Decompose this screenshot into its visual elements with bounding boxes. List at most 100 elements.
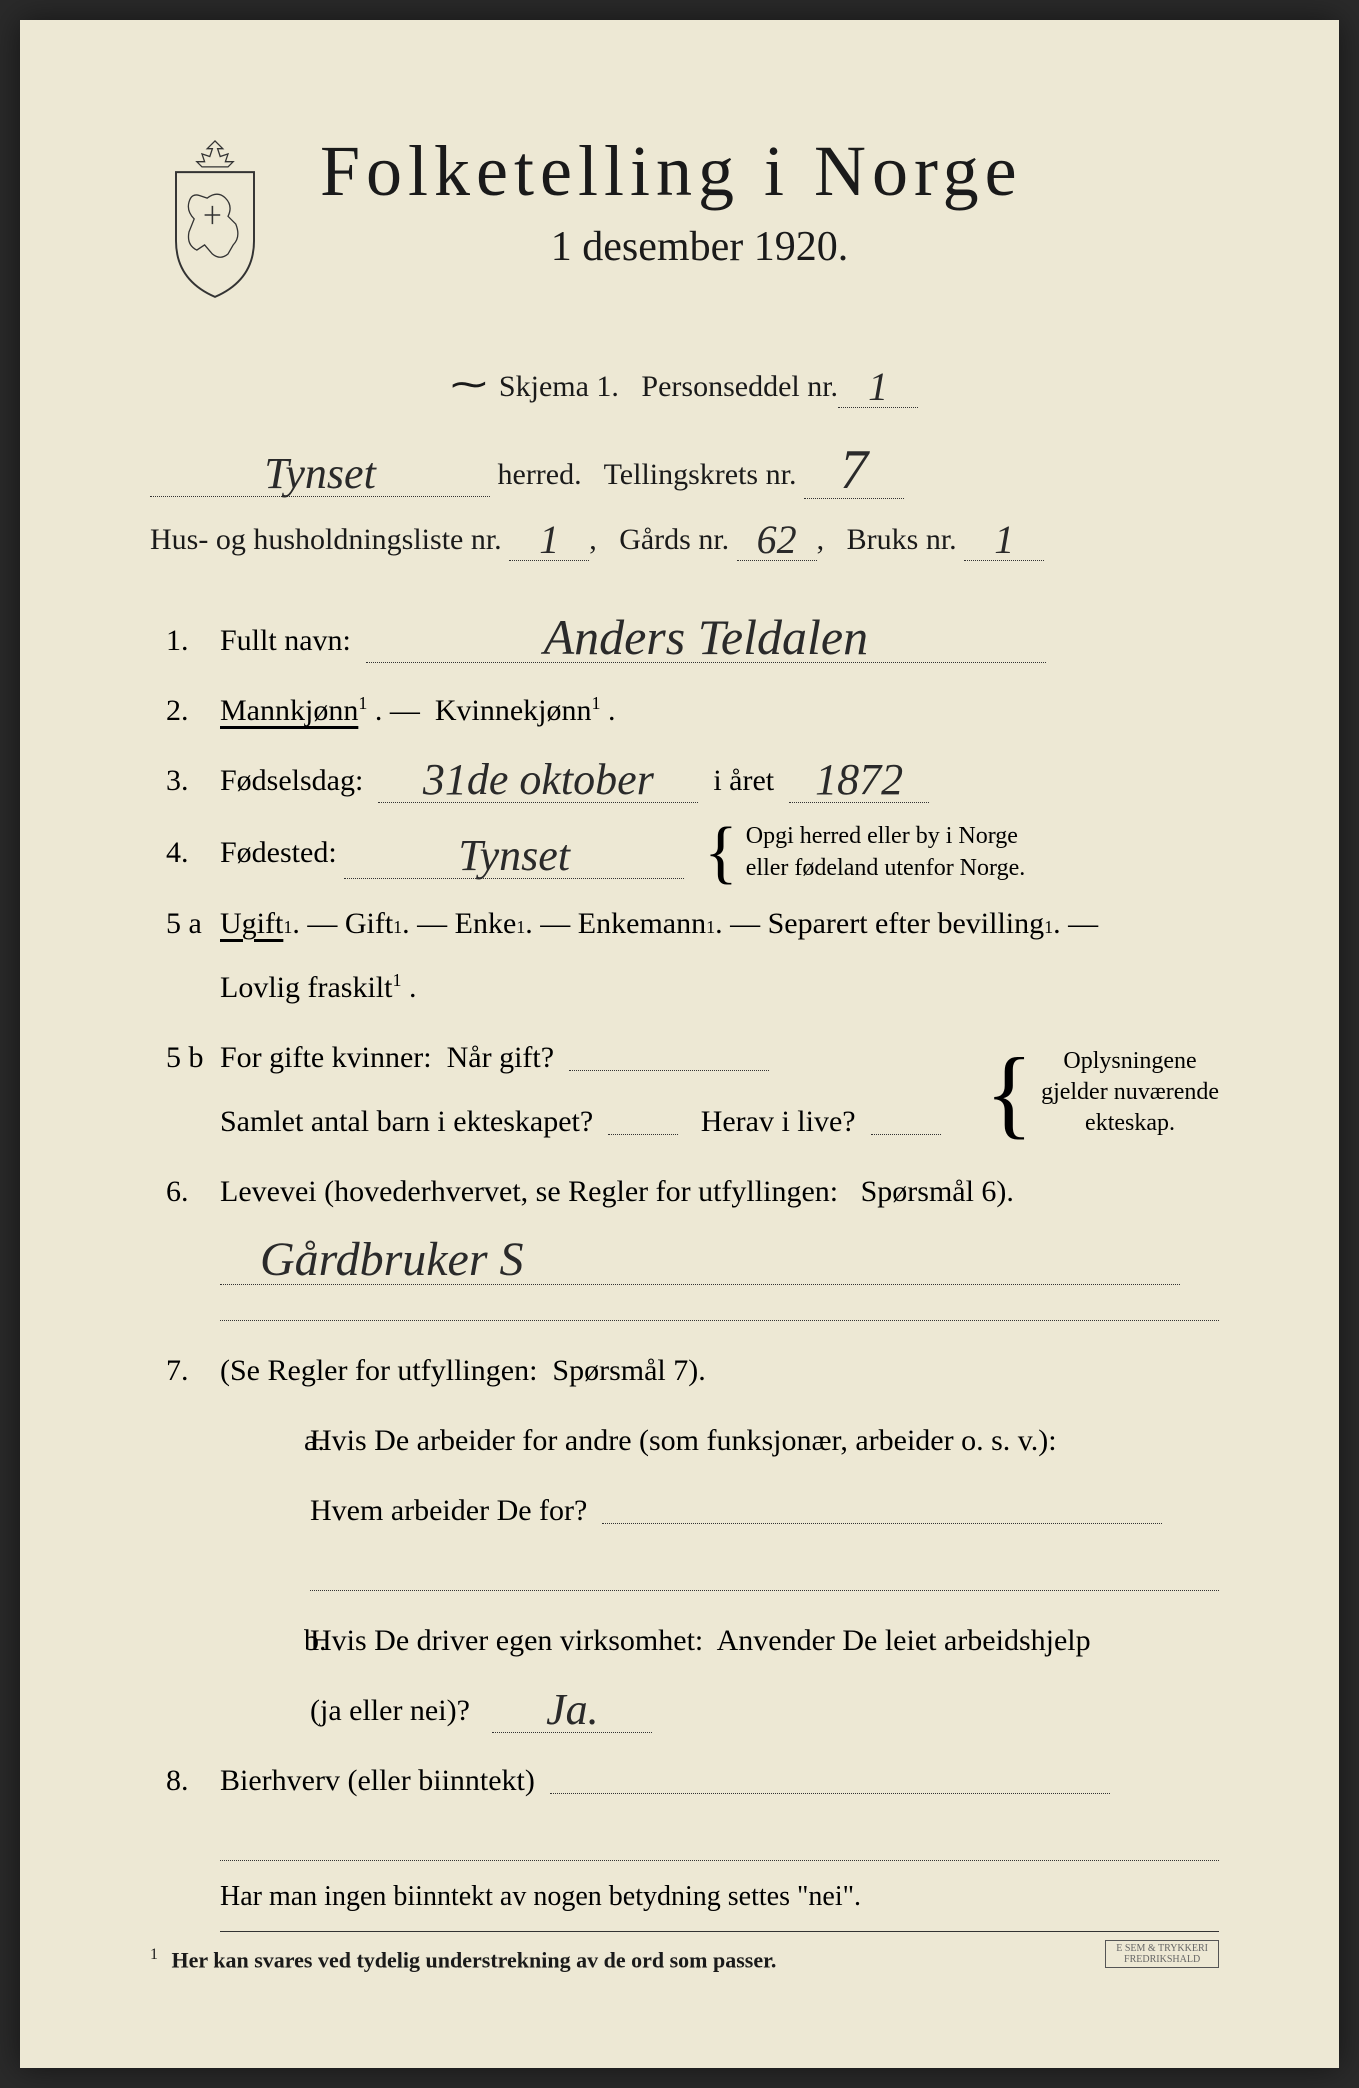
main-title: Folketelling i Norge [320,130,1219,213]
q7a-value [602,1523,1162,1524]
gards-label: , Gårds nr. [589,511,736,568]
q5a-enke: Enke [455,894,517,954]
husliste-prefix: Hus- og husholdningsliste nr. [150,511,509,568]
q3-row: 3. Fødselsdag: 31de oktober i året 1872 [150,751,1219,811]
q7b-l1: Hvis De driver egen virksomhet: Anvender… [310,1624,1091,1657]
title-block: Folketelling i Norge 1 desember 1920. [320,130,1219,271]
sup1b: 1 [591,693,600,713]
q2-kvinne: Kvinnekjønn [435,694,592,727]
q4-value: Tynset [344,834,684,879]
sup1: 1 [358,693,367,713]
q7b-row1: b. Hvis De driver egen virksomhet: Anven… [260,1611,1219,1671]
header: Folketelling i Norge 1 desember 1920. [150,130,1219,300]
tilde-mark: ⁓ [451,350,487,418]
q5b-l1: For gifte kvinner: Når gift? [220,1041,562,1074]
skjema-line: ⁓ Skjema 1. Personseddel nr. 1 [150,350,1219,418]
skjema-label: Skjema 1. Personseddel nr. [499,358,838,415]
q3-year: 1872 [789,758,929,803]
q2-suffix: . [608,694,616,727]
herred-line: Tynset herred. Tellingskrets nr. 7 [150,438,1219,503]
q5a-fraskilt: Lovlig fraskilt [220,971,392,1004]
q4-note: { Opgi herred eller by i Norge eller fød… [704,821,1025,883]
footer-note: Har man ingen biinntekt av nogen betydni… [220,1881,1219,1932]
q6-num: 6. [150,1162,220,1222]
q7b-row2: (ja eller nei)? Ja. [310,1681,1219,1741]
gards-nr: 62 [737,520,817,561]
q5b-row2: Samlet antal barn i ekteskapet? Herav i … [150,1092,1219,1152]
q6-value-line: Gårdbruker S [220,1232,1219,1281]
q1-row: 1. Fullt navn: Anders Teldalen [150,608,1219,671]
q8-row: 8. Bierhverv (eller biinntekt) [150,1751,1219,1811]
brace-icon: { [704,832,738,874]
q4-note-l2: eller fødeland utenfor Norge. [746,855,1025,881]
q6-value: Gårdbruker S [220,1236,1180,1285]
q7a-l2: Hvem arbeider De for? [310,1494,595,1527]
q5b-note-l1: Oplysningene [1063,1048,1196,1074]
q3-num: 3. [150,751,220,811]
bruks-label: , Bruks nr. [817,511,965,568]
stamp-l2: FREDRIKSHALD [1124,1954,1200,1965]
q5a-row: 5 a Ugift1 . — Gift1 . — Enke1 . — Enkem… [150,894,1219,954]
q5a-num: 5 a [150,894,220,954]
liste-nr: 1 [509,520,589,561]
q7a-row2: Hvem arbeider De for? [310,1481,1219,1541]
printer-stamp: E SEM & TRYKKERI FREDRIKSHALD [1105,1940,1219,1968]
q8-num: 8. [150,1751,220,1811]
q4-label: Fødested: [220,823,344,883]
q2-mann: Mannkjønn [220,694,358,727]
subtitle-date: 1 desember 1920. [180,223,1219,271]
q5a-row2: Lovlig fraskilt1 . [150,958,1219,1018]
q7b-l2: (ja eller nei)? [310,1694,485,1727]
q5b-l2a: Samlet antal barn i ekteskapet? [220,1105,601,1138]
q1-label: Fullt navn: [220,624,358,657]
q6-row: 6. Levevei (hovederhvervet, se Regler fo… [150,1162,1219,1222]
crest-svg [150,130,280,300]
q3-label: Fødselsdag: [220,764,371,797]
q7-row: 7. (Se Regler for utfyllingen: Spørsmål … [150,1341,1219,1401]
q1-value: Anders Teldalen [366,612,1046,663]
q4-num: 4. [150,823,220,883]
q2-sep: . — [375,694,428,727]
q7b-num: b. [260,1611,310,1671]
census-form-page: Folketelling i Norge 1 desember 1920. ⁓ … [20,20,1339,2068]
q5b-l2b: Herav i live? [686,1105,863,1138]
q5a-enkemann: Enkemann [578,894,706,954]
q5a-gift: Gift [345,894,393,954]
herred-label: herred. Tellingskrets nr. [490,446,804,503]
q7a-num: a. [260,1411,310,1471]
q5b-num: 5 b [150,1028,220,1088]
q2-num: 2. [150,681,220,741]
q7a-l1: Hvis De arbeider for andre (som funksjon… [310,1424,1057,1457]
fn-text: Her kan svares ved tydelig understreknin… [172,1947,777,1972]
q6-label: Levevei (hovederhvervet, se Regler for u… [220,1175,1014,1208]
q7b-value: Ja. [492,1688,652,1733]
q6-blank-line [220,1281,1219,1321]
q5a-separert: Separert efter bevilling [768,894,1045,954]
coat-of-arms [150,130,280,300]
q7-label: (Se Regler for utfyllingen: Spørsmål 7). [220,1354,706,1387]
q2-row: 2. Mannkjønn1 . — Kvinnekjønn1 . [150,681,1219,741]
q5a-ugift: Ugift [220,894,283,954]
herred-name: Tynset [150,452,490,497]
q4-row: 4. Fødested: Tynset { Opgi herred eller … [150,821,1219,883]
q5b-row1: 5 b For gifte kvinner: Når gift? { Oplys… [150,1028,1219,1088]
personseddel-nr: 1 [838,367,918,408]
q7a-blank [310,1551,1219,1591]
q8-value [550,1793,1110,1794]
q7-num: 7. [150,1341,220,1401]
q3-day: 31de oktober [378,758,698,803]
bruks-nr: 1 [964,520,1044,561]
fn-num: 1 [150,1946,158,1963]
footnote: 1 Her kan svares ved tydelig understrekn… [150,1946,1219,1973]
q5b-barn [608,1134,678,1135]
q7a-row1: a. Hvis De arbeider for andre (som funks… [260,1411,1219,1471]
q4-note-l1: Opgi herred eller by i Norge [746,823,1018,849]
q5b-gift-year [569,1070,769,1071]
tellingskrets-nr: 7 [804,442,904,499]
q5b-live [871,1134,941,1135]
stamp-l1: E SEM & TRYKKERI [1116,1943,1208,1954]
q8-blank [220,1821,1219,1861]
q1-num: 1. [150,611,220,671]
q3-year-label: i året [706,764,782,797]
husliste-line: Hus- og husholdningsliste nr. 1 , Gårds … [150,511,1219,568]
